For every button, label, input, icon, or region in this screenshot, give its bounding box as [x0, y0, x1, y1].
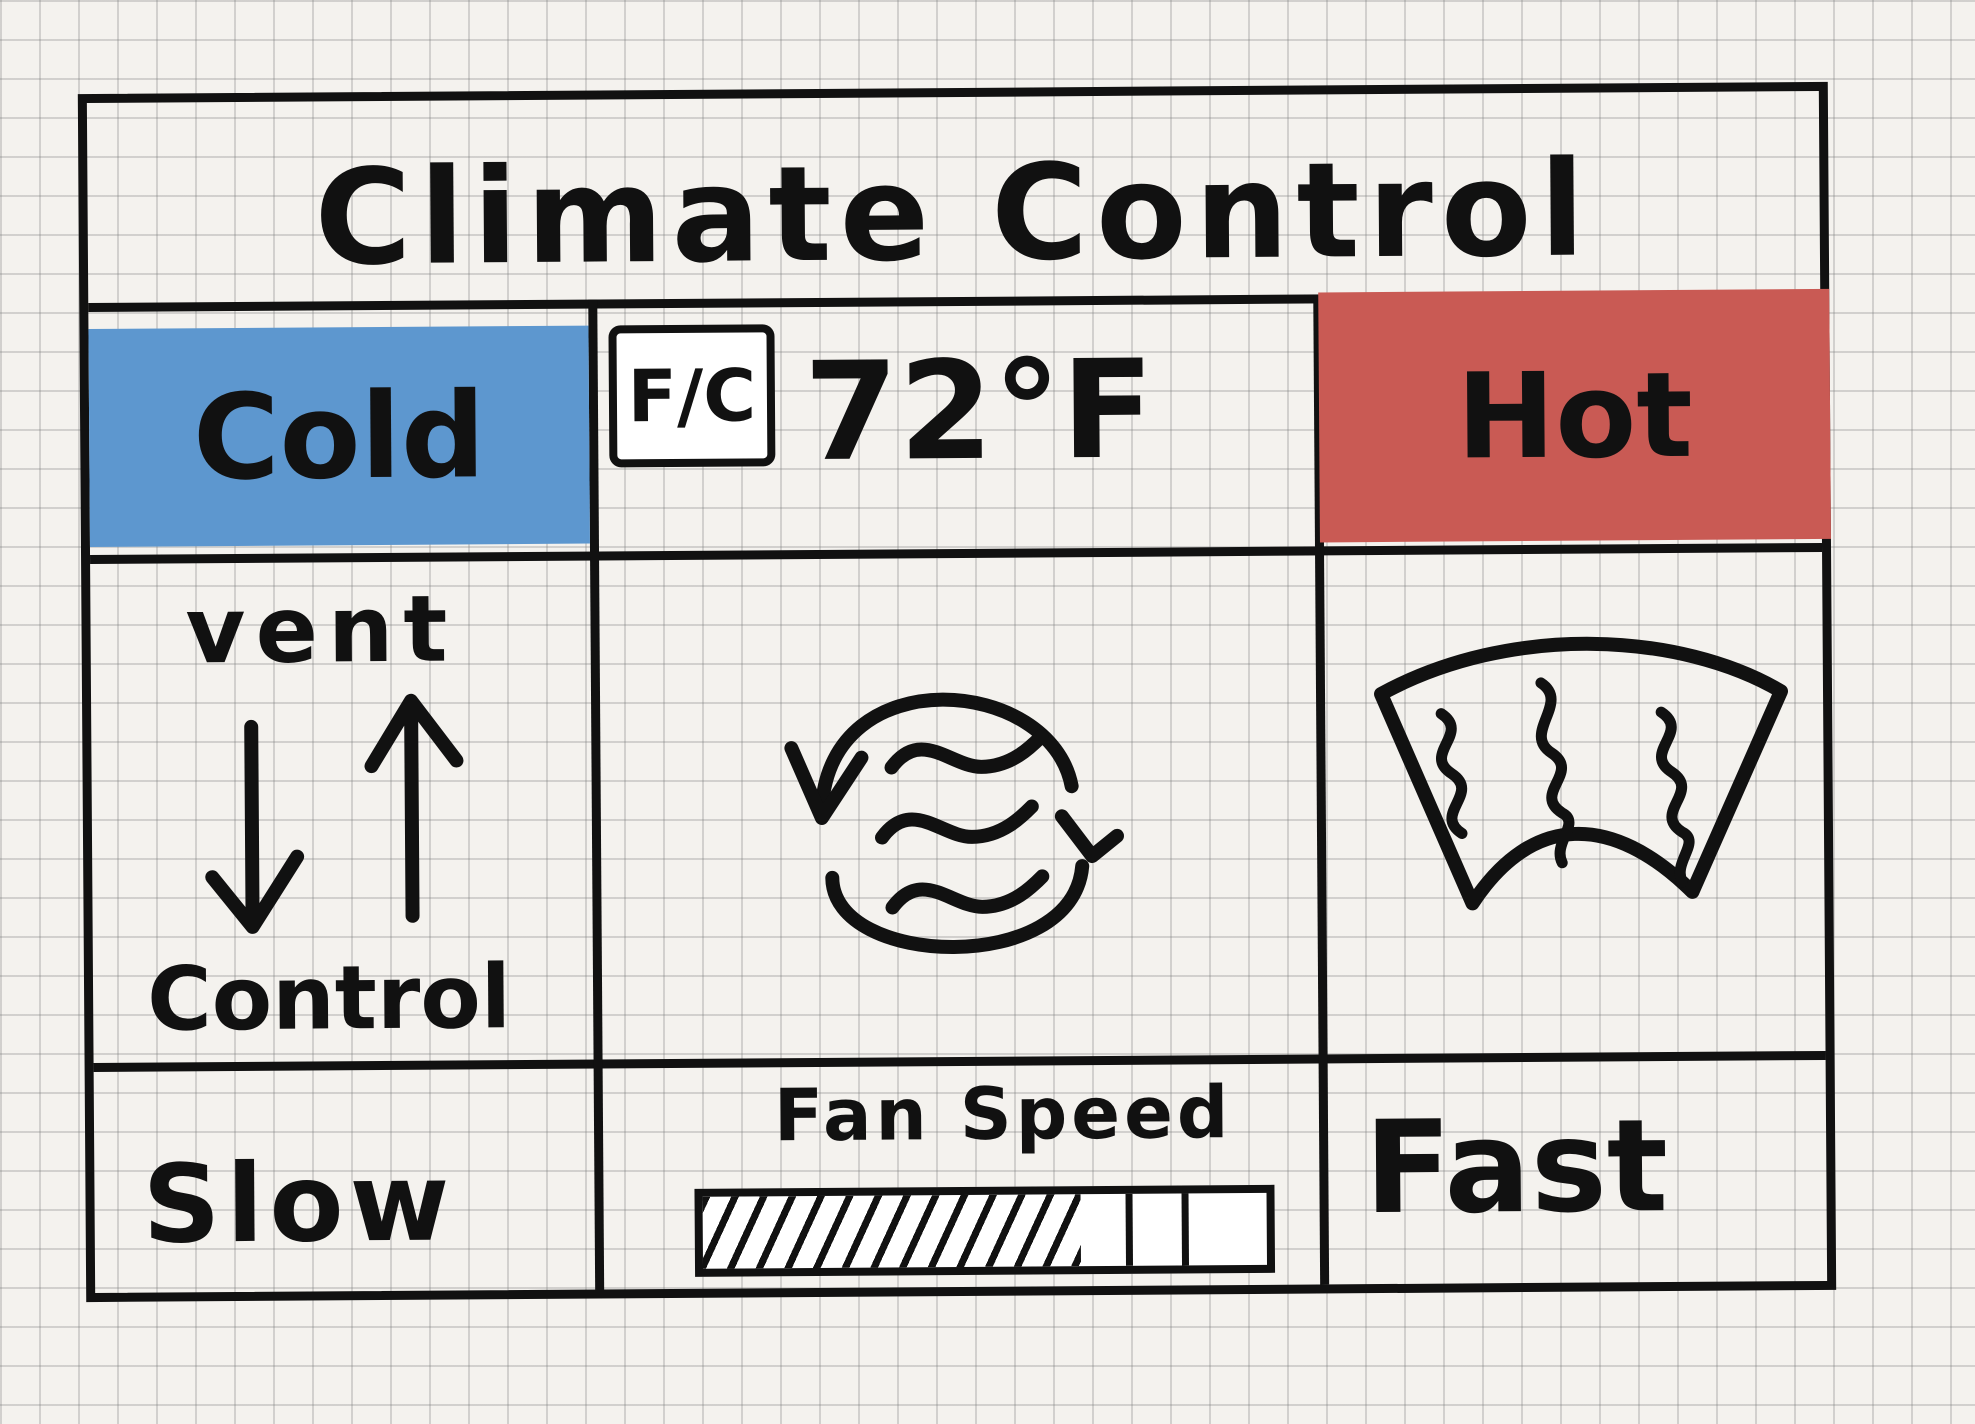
fan-speed-tick — [1125, 1193, 1134, 1266]
unit-toggle-button[interactable]: F/C — [608, 324, 776, 468]
cold-label: Cold — [192, 366, 486, 507]
fan-fast-button[interactable]: Fast — [1364, 1092, 1669, 1243]
hot-label: Hot — [1455, 345, 1694, 486]
vent-label: vent — [185, 575, 458, 685]
temperature-display: 72°F — [803, 331, 1155, 493]
fan-speed-slider[interactable] — [694, 1184, 1276, 1277]
fan-slow-label: Slow — [142, 1140, 456, 1268]
fan-speed-tick — [1181, 1193, 1190, 1266]
cold-button[interactable]: Cold — [88, 325, 590, 548]
arrow-up-icon[interactable] — [361, 685, 473, 926]
fan-speed-label: Fan Speed — [773, 1070, 1233, 1158]
divider — [90, 542, 1823, 565]
unit-toggle-label: F/C — [627, 353, 757, 439]
hot-button[interactable]: Hot — [1318, 288, 1831, 543]
climate-control-panel: Climate Control Cold F/C 72°F Hot vent C… — [77, 81, 1837, 1303]
fan-fast-label: Fast — [1363, 1092, 1669, 1244]
recirculate-air-icon[interactable] — [771, 666, 1143, 989]
arrow-down-icon[interactable] — [201, 717, 313, 948]
fan-speed-fill — [702, 1194, 1081, 1269]
fan-slow-button[interactable]: Slow — [142, 1141, 456, 1268]
vent-control-label: Control — [146, 945, 512, 1051]
page-title: Climate Control — [314, 132, 1594, 296]
vent-control: vent Control — [90, 575, 594, 1088]
windshield-defrost-icon[interactable] — [1361, 621, 1803, 944]
